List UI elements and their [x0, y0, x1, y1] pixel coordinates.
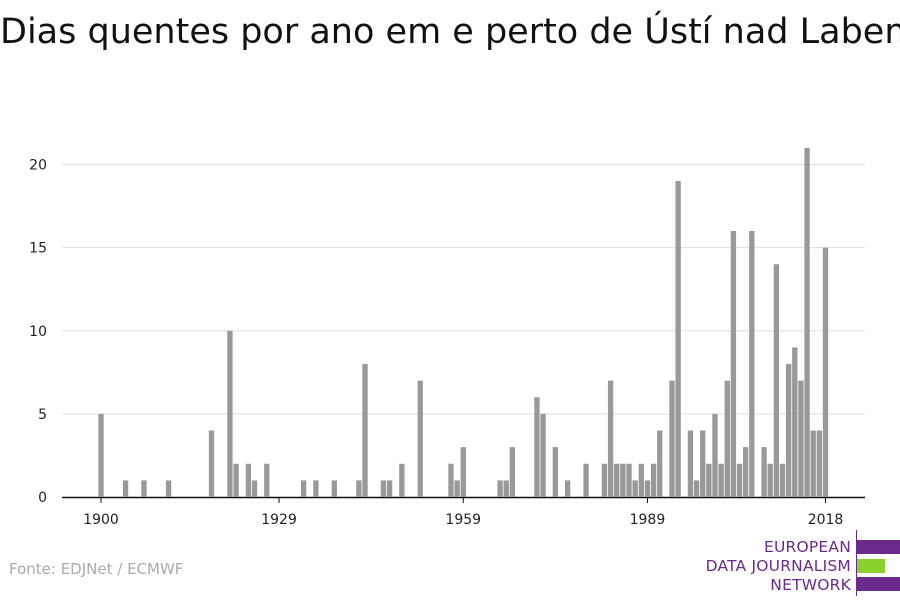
bar-1957 [448, 463, 454, 497]
bar-2011 [779, 463, 786, 497]
logo-divider [856, 530, 857, 596]
bar-1959 [460, 447, 466, 498]
bar-1994 [675, 181, 681, 498]
bar-1993 [669, 380, 675, 498]
y-tick-label: 10 [29, 324, 47, 340]
bar-1990 [650, 463, 657, 497]
bar-1987 [632, 480, 638, 498]
bar-1935 [313, 480, 319, 498]
bars [98, 147, 829, 498]
bar-1971 [534, 397, 540, 497]
bar-2005 [743, 447, 749, 498]
bar-1925 [251, 480, 258, 498]
logo-line-1: EUROPEAN [763, 538, 851, 556]
bar-2014 [798, 380, 804, 498]
bar-2017 [816, 430, 823, 497]
bar-1965 [497, 480, 503, 498]
bar-1922 [233, 463, 239, 497]
bar-1976 [564, 480, 571, 498]
source-note: Fonte: EDJNet / ECMWF [9, 560, 184, 578]
bar-2010 [773, 264, 780, 497]
bar-1921 [227, 330, 233, 497]
bar-1966 [503, 480, 509, 498]
y-tick-label: 0 [38, 490, 47, 506]
bar-1986 [626, 463, 632, 497]
bar-1972 [540, 413, 546, 498]
bar-1991 [657, 430, 663, 497]
bar-2015 [804, 147, 810, 498]
bar-1989 [644, 480, 651, 498]
x-tick-label: 1900 [83, 512, 119, 528]
logo-bar-purple-bottom [857, 577, 900, 591]
bar-2008 [761, 447, 767, 498]
logo-bar-purple-top [857, 540, 900, 554]
edjnet-logo: EUROPEAN DATA JOURNALISM NETWORK [700, 528, 900, 598]
x-axis-ticks: 1900 1929 1959 1989 2018 [83, 497, 843, 528]
bar-2006 [749, 231, 755, 497]
bar-1946 [380, 480, 387, 498]
bar-1942 [356, 480, 362, 498]
bar-2001 [718, 463, 724, 497]
bar-2016 [810, 430, 816, 497]
x-tick-label: 1959 [445, 512, 481, 528]
bar-1900 [98, 413, 104, 498]
bar-1911 [165, 480, 172, 498]
x-tick-label: 1989 [630, 512, 666, 528]
bar-1943 [362, 364, 368, 497]
bar-1967 [509, 447, 516, 498]
bar-1982 [601, 463, 608, 497]
y-tick-label: 5 [38, 407, 47, 423]
bar-1927 [264, 463, 270, 497]
bar-1918 [208, 430, 215, 497]
bar-1958 [454, 480, 460, 498]
bar-1907 [141, 480, 147, 498]
bar-2013 [792, 347, 798, 498]
bar-1998 [700, 430, 706, 497]
y-tick-label: 15 [29, 241, 47, 257]
bar-1924 [245, 463, 252, 497]
bar-1949 [399, 463, 405, 497]
bar-1904 [122, 480, 129, 498]
bar-1985 [620, 463, 626, 497]
logo-line-3: NETWORK [770, 576, 851, 594]
bar-1952 [417, 380, 423, 498]
bar-2000 [712, 413, 718, 498]
y-tick-label: 20 [29, 158, 47, 174]
y-axis-ticks: 0 5 10 15 20 [29, 158, 47, 507]
x-tick-label: 1929 [261, 512, 297, 528]
bar-1979 [583, 463, 589, 497]
bar-2003 [730, 231, 737, 497]
bar-1997 [693, 480, 700, 498]
bar-2004 [736, 463, 743, 497]
bar-1933 [300, 480, 307, 498]
bar-2018 [822, 247, 829, 498]
bar-2009 [767, 463, 773, 497]
bar-1947 [386, 480, 393, 498]
bar-2012 [785, 364, 792, 497]
bar-1938 [331, 480, 337, 498]
logo-bar-green [857, 559, 885, 573]
bar-2002 [724, 380, 730, 498]
chart-title: Dias quentes por ano em e perto de Ústí … [0, 12, 900, 52]
bar-1988 [638, 463, 644, 497]
bar-1999 [706, 463, 712, 497]
bar-1996 [687, 430, 694, 497]
bar-1974 [552, 447, 559, 498]
bar-1983 [607, 380, 614, 498]
bar-1984 [614, 463, 620, 497]
x-tick-label: 2018 [808, 512, 844, 528]
logo-line-2: DATA JOURNALISM [705, 557, 851, 575]
